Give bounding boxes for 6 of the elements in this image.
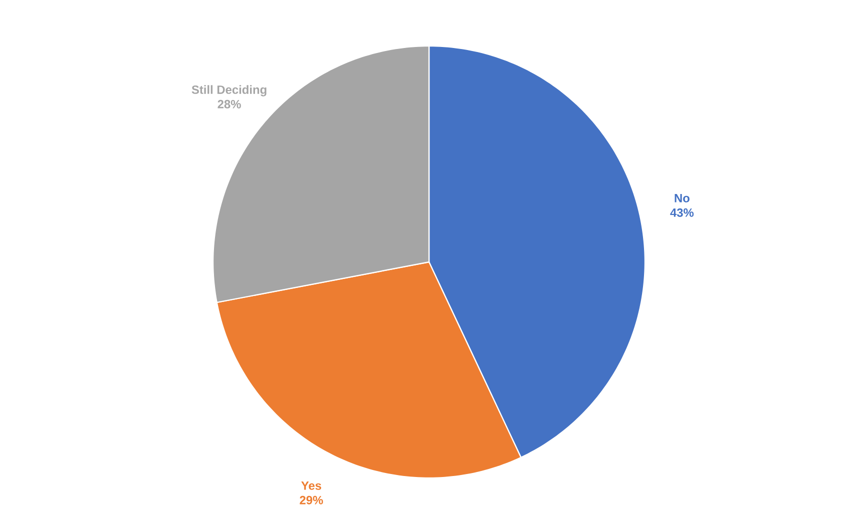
slice-label: No <box>674 194 690 202</box>
slice-label: Still Deciding <box>192 85 266 96</box>
data-label: 43% <box>670 208 694 217</box>
data-label: 28% <box>218 100 241 108</box>
slice-label: Yes <box>301 482 322 490</box>
data-label: 29% <box>300 496 323 504</box>
